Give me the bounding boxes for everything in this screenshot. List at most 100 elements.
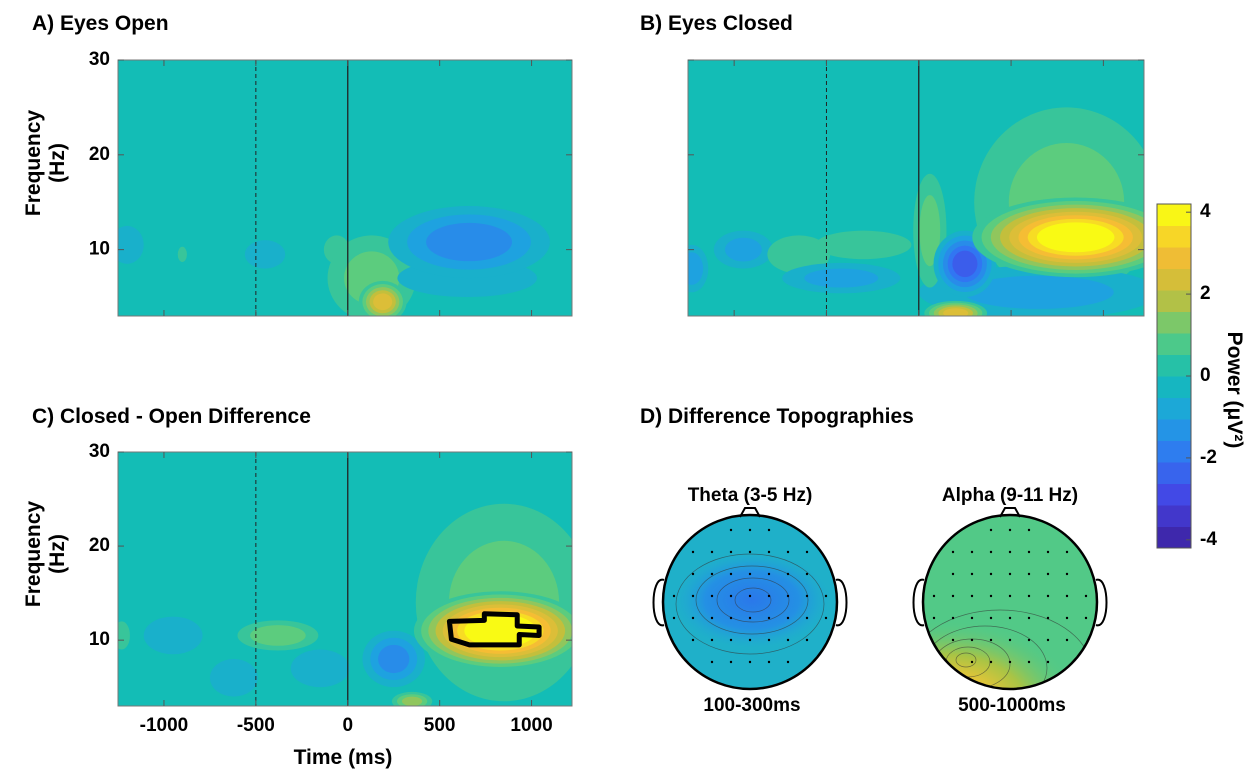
electrode <box>729 660 733 664</box>
electrode <box>1065 550 1069 554</box>
power-blob <box>471 617 530 644</box>
x-tick-label: -1000 <box>140 715 189 736</box>
ear <box>835 578 848 627</box>
colorbar-tick-label: 2 <box>1200 283 1211 304</box>
electrode <box>748 616 752 620</box>
color-band <box>1157 268 1191 291</box>
electrode <box>1008 638 1012 642</box>
electrode <box>1046 572 1050 576</box>
electrode <box>710 638 714 642</box>
electrode <box>970 660 974 664</box>
power-blob <box>919 195 941 267</box>
electrode <box>1027 550 1031 554</box>
electrode <box>824 594 828 598</box>
electrode <box>805 550 809 554</box>
topo-fill <box>923 600 1090 689</box>
power-blob <box>177 246 187 262</box>
cluster-outline <box>446 611 542 648</box>
electrode <box>710 616 714 620</box>
power-blob <box>143 616 203 655</box>
electrode <box>805 638 809 642</box>
electrode <box>1046 594 1050 598</box>
power-blob <box>244 240 286 269</box>
power-blob <box>378 644 410 674</box>
electrode <box>767 638 771 642</box>
electrode <box>1008 616 1012 620</box>
color-band <box>1157 440 1191 463</box>
electrode <box>970 638 974 642</box>
electrode <box>932 594 936 598</box>
map-title: Theta (3-5 Hz) <box>688 485 813 506</box>
color-band <box>1157 419 1191 441</box>
power-blob <box>804 268 879 288</box>
panel-title: A) Eyes Open <box>32 12 169 35</box>
color-band <box>1157 290 1191 312</box>
head-theta <box>652 507 848 691</box>
electrode <box>1065 572 1069 576</box>
electrode <box>710 660 714 664</box>
electrode <box>691 638 695 642</box>
map-title: Alpha (9-11 Hz) <box>942 485 1078 506</box>
electrode <box>824 616 828 620</box>
power-blob <box>724 237 762 262</box>
electrode <box>748 550 752 554</box>
colorbar-label: Power (μV²) <box>1223 332 1246 449</box>
power-blob <box>250 625 306 646</box>
electrode <box>767 550 771 554</box>
electrode <box>729 528 733 532</box>
power-blob <box>426 222 513 262</box>
color-band <box>1157 376 1191 398</box>
power-blob <box>290 649 350 688</box>
electrode <box>748 594 752 598</box>
electrode <box>729 616 733 620</box>
electrode <box>951 638 955 642</box>
electrode <box>1027 528 1031 532</box>
y-axis-label: Frequency <box>22 501 45 608</box>
y-tick-label: 20 <box>89 144 110 165</box>
electrode <box>970 616 974 620</box>
electrode <box>1065 638 1069 642</box>
electrode <box>691 616 695 620</box>
electrode <box>767 572 771 576</box>
electrode <box>989 616 993 620</box>
colorbar-tick-label: 4 <box>1200 201 1211 222</box>
electrode <box>672 616 676 620</box>
power-blob <box>118 225 144 264</box>
colorbar-tick-label: -2 <box>1200 447 1217 468</box>
power-blob <box>815 230 912 260</box>
ear <box>912 578 925 627</box>
electrode <box>672 594 676 598</box>
electrode <box>1027 572 1031 576</box>
power-blob <box>118 621 130 650</box>
heatmap <box>118 452 572 706</box>
y-tick-label: 30 <box>89 49 110 70</box>
electrode <box>989 638 993 642</box>
color-band <box>1157 483 1191 506</box>
electrode <box>729 594 733 598</box>
color-band <box>1157 225 1191 248</box>
colorbar-tick-label: -4 <box>1200 529 1217 550</box>
map-caption: 500-1000ms <box>958 695 1066 716</box>
electrode <box>951 616 955 620</box>
power-blob <box>1036 222 1115 253</box>
electrode <box>951 572 955 576</box>
color-band <box>1157 333 1191 355</box>
map-caption: 100-300ms <box>703 695 800 716</box>
electrode <box>786 594 790 598</box>
power-blob <box>952 250 978 278</box>
color-band <box>1157 462 1191 484</box>
power-blob <box>943 308 969 316</box>
x-tick-label: 1000 <box>510 715 552 736</box>
electrode <box>805 572 809 576</box>
electrode <box>1008 572 1012 576</box>
topo-fill <box>674 552 830 648</box>
electrode <box>767 660 771 664</box>
head-outline <box>921 513 1099 691</box>
electrode <box>710 550 714 554</box>
electrode <box>1008 660 1012 664</box>
x-tick-label: -500 <box>237 715 275 736</box>
color-band <box>1157 311 1191 334</box>
electrode <box>1008 594 1012 598</box>
electrode <box>951 550 955 554</box>
y-axis-label: Frequency <box>22 110 45 217</box>
